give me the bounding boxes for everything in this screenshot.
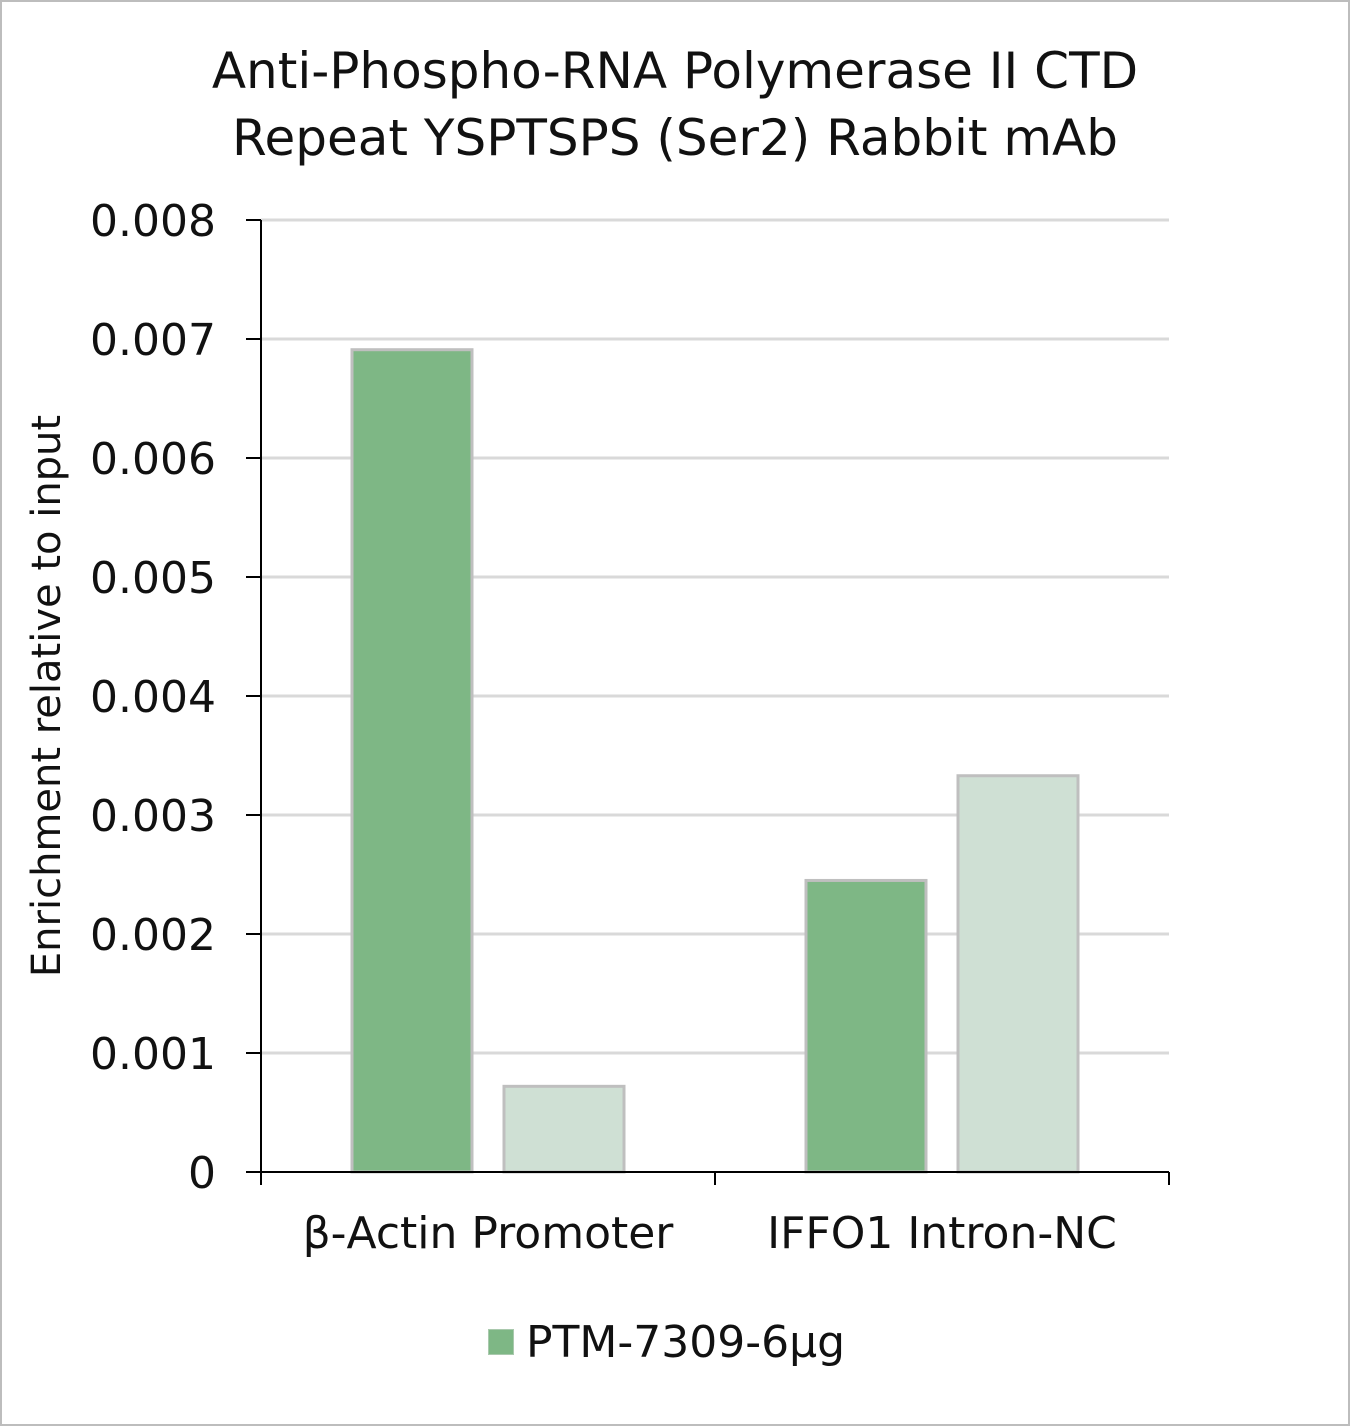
- y-tick-label: 0.002: [90, 910, 216, 961]
- bars: [350, 348, 1080, 1174]
- chart-title-line-2: Repeat YSPTSPS (Ser2) Rabbit mAb: [232, 109, 1118, 167]
- legend-swatch: [488, 1329, 514, 1355]
- y-tick-label: 0: [188, 1148, 216, 1199]
- y-tick-label: 0.008: [90, 196, 216, 247]
- y-tick-label: 0.003: [90, 791, 216, 842]
- y-axis-title: Enrichment relative to input: [24, 415, 70, 977]
- legend-label: PTM-7309-6µg: [526, 1316, 846, 1368]
- legend: PTM-7309-6µg: [488, 1312, 845, 1372]
- y-tick-label: 0.006: [90, 434, 216, 485]
- y-tick-labels: 0 0.001 0.002 0.003 0.004 0.005 0.006 0.007 0.00…: [90, 196, 216, 1199]
- chart-title-line-1: Anti-Phospho-RNA Polymerase II CTD: [211, 42, 1139, 100]
- y-tick-label: 0.001: [90, 1029, 216, 1080]
- x-tick-label: IFFO1 Intron-NC: [767, 1208, 1117, 1259]
- x-tick-label: β-Actin Promoter: [303, 1208, 675, 1259]
- axes: [246, 219, 1170, 1185]
- bar-series-1: [804, 878, 928, 1174]
- bar-series-1: [350, 348, 474, 1174]
- y-tick-label: 0.005: [90, 553, 216, 604]
- chart-title: Anti-Phospho-RNA Polymerase II CTD Repea…: [0, 38, 1350, 172]
- y-tick-label: 0.004: [90, 672, 216, 723]
- bar-series-2: [956, 774, 1080, 1174]
- x-tick-labels: β-Actin Promoter IFFO1 Intron-NC: [303, 1208, 1117, 1259]
- bar-series-2: [502, 1084, 626, 1174]
- y-tick-label: 0.007: [90, 315, 216, 366]
